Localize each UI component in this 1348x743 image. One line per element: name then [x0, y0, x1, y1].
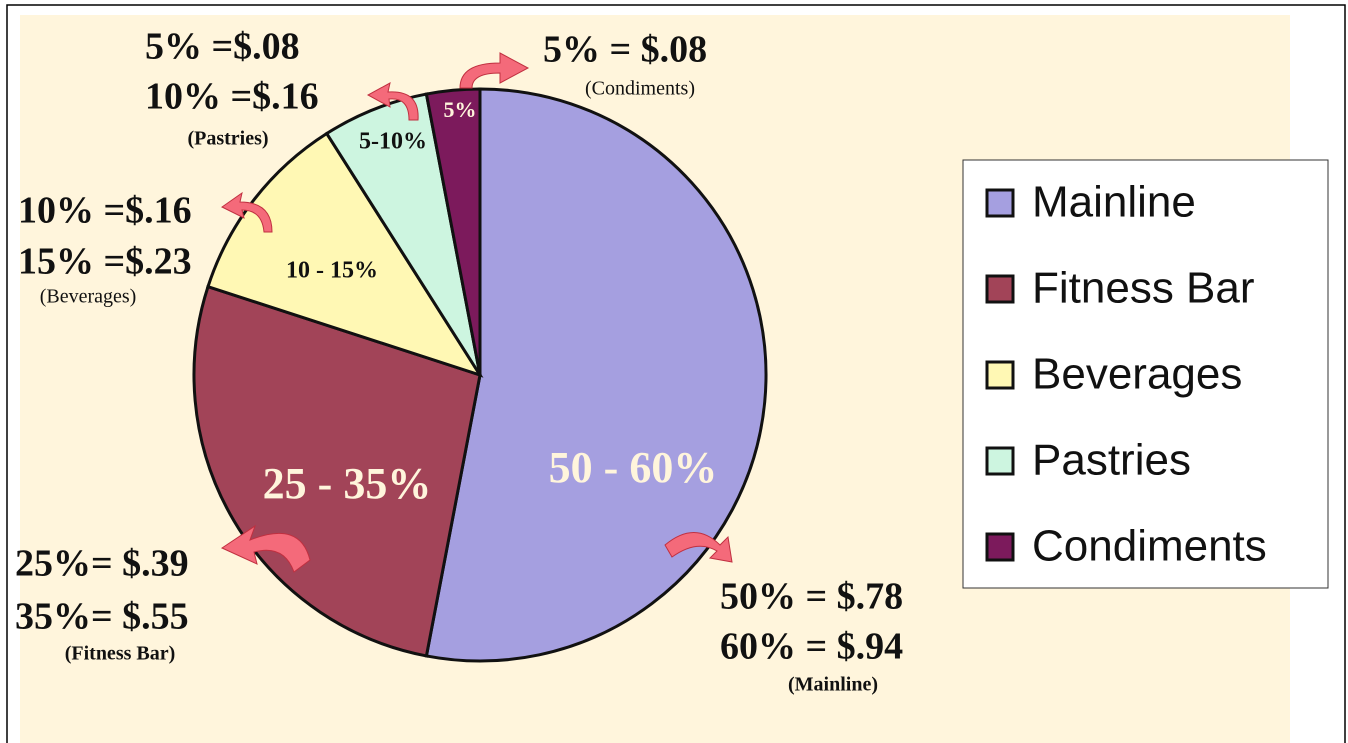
- legend-box: [962, 159, 1329, 589]
- legend-label: Mainline: [1032, 178, 1196, 227]
- arrow: [459, 52, 530, 89]
- slice-label: 5-10%: [359, 129, 427, 155]
- note: (Beverages): [40, 286, 137, 308]
- slice-label: 10 - 15%: [286, 258, 378, 284]
- value-line: 10% =$.16: [145, 76, 319, 118]
- legend-swatch: [985, 274, 1015, 304]
- note: (Mainline): [788, 674, 878, 696]
- value-line: 50% = $.78: [720, 576, 903, 618]
- value-line: 25%= $.39: [15, 543, 189, 585]
- slice-label: 50 - 60%: [549, 443, 718, 492]
- legend-label: Condiments: [1032, 522, 1267, 571]
- labels: 50 - 60% 50% = $.78 60% = $.94 (Mainline) 25…: [15, 26, 903, 696]
- note: (Fitness Bar): [65, 643, 176, 665]
- note: (Condiments): [585, 78, 695, 100]
- arrow: [366, 82, 419, 121]
- legend-swatch: [985, 188, 1015, 218]
- value-line: 15% =$.23: [18, 241, 192, 283]
- legend-swatch: [985, 360, 1015, 390]
- slice: [424, 87, 482, 376]
- pie: [192, 87, 768, 663]
- value-line: 35%= $.55: [15, 596, 189, 638]
- slice: [192, 284, 482, 658]
- value-line: 5% = $.08: [543, 29, 707, 71]
- legend-label: Beverages: [1032, 350, 1242, 399]
- arrow: [220, 524, 311, 573]
- arrows: [220, 52, 733, 573]
- arrow: [664, 532, 733, 563]
- legend: Mainline Fitness Bar Beverages Pastries Cond…: [985, 178, 1267, 571]
- slice-label: 5%: [444, 97, 477, 122]
- legend-swatch: [985, 446, 1015, 476]
- value-line: 60% = $.94: [720, 626, 903, 668]
- legend-label: Fitness Bar: [1032, 264, 1255, 313]
- note: (Pastries): [187, 128, 268, 150]
- legend-label: Pastries: [1032, 436, 1191, 485]
- legend-swatch: [985, 532, 1015, 562]
- slice-label: 25 - 35%: [263, 459, 432, 508]
- value-line: 5% =$.08: [145, 26, 300, 68]
- value-line: 10% =$.16: [18, 190, 192, 232]
- slice: [206, 131, 484, 378]
- slice: [424, 87, 768, 663]
- arrow: [221, 191, 273, 233]
